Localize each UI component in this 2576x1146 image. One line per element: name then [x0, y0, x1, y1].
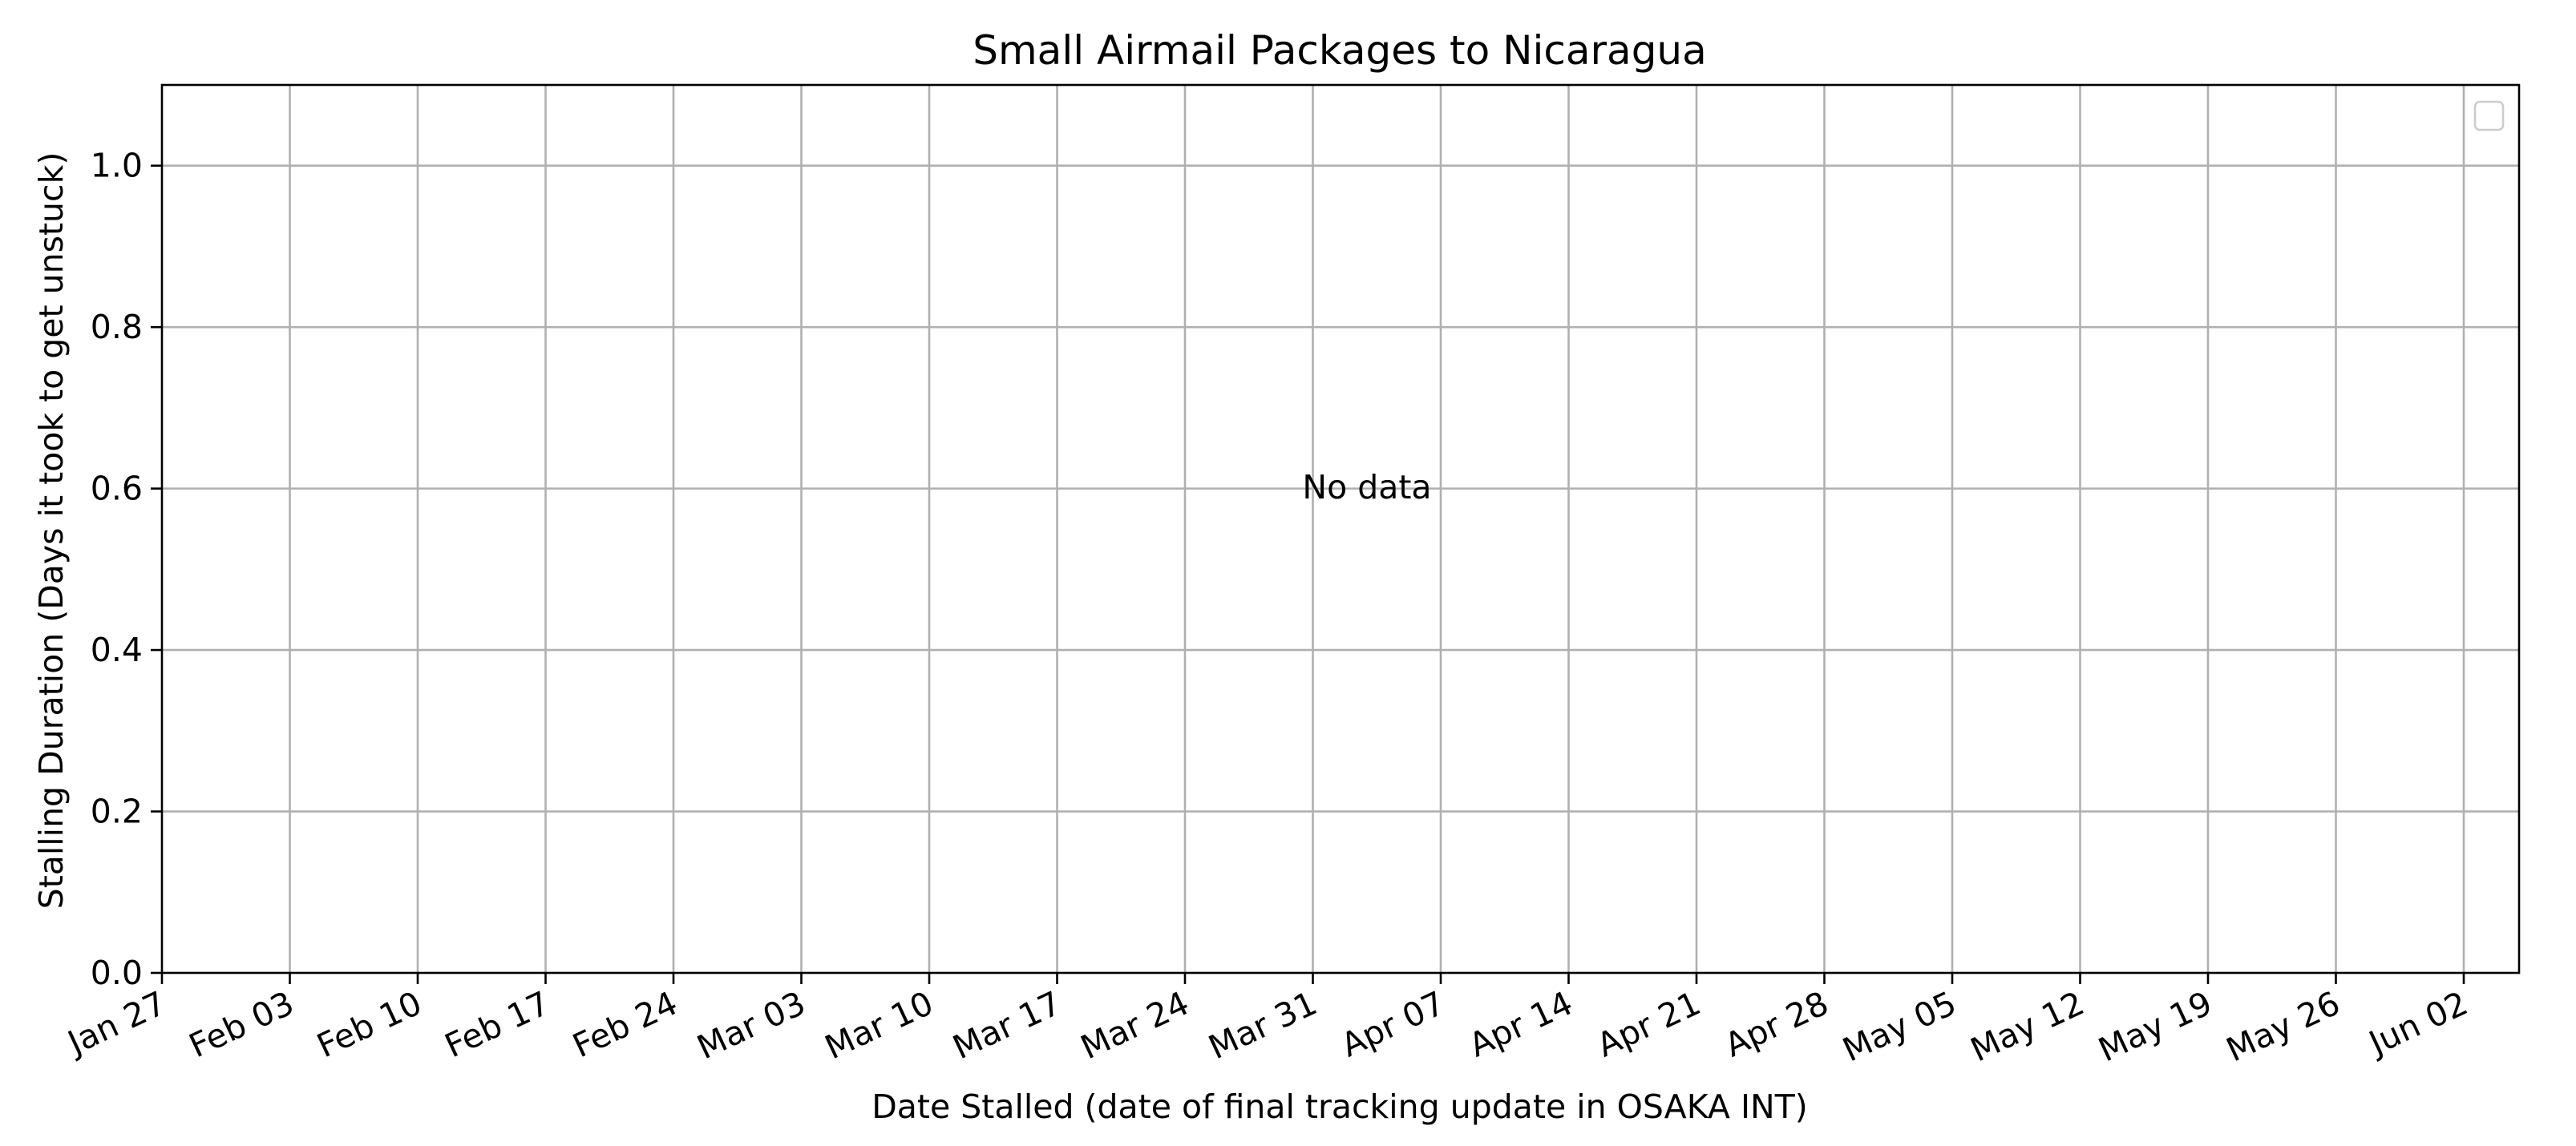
x-tick-label: Feb 17 [439, 984, 556, 1066]
y-axis-ticks [151, 164, 162, 975]
y-tick-label: 1.0 [91, 147, 143, 185]
x-axis-tick-labels: Jan 27 Feb 03 Feb 10 Feb 17 Feb 24 Mar 03 Mar … [60, 984, 2473, 1070]
x-axis-ticks [160, 973, 2465, 984]
x-tick-label: Apr 21 [1591, 984, 1707, 1065]
x-tick-label: Mar 10 [819, 984, 939, 1067]
legend-box [2473, 100, 2505, 131]
x-tick-label: Apr 28 [1719, 984, 1834, 1065]
x-tick-label: Mar 17 [947, 984, 1066, 1067]
y-axis-label: Stalling Duration (Days it took to get u… [32, 152, 71, 910]
y-tick-label: 0.4 [91, 631, 143, 669]
x-tick-label: Apr 14 [1463, 984, 1579, 1065]
y-tick-label: 0.0 [91, 954, 143, 992]
y-tick-label: 0.2 [91, 793, 143, 831]
plot-area-frame [160, 83, 2521, 975]
x-tick-label: Jan 27 [60, 984, 172, 1063]
x-gridlines [289, 85, 2465, 973]
x-tick-label: Jun 02 [2361, 984, 2473, 1063]
x-tick-label: May 05 [1837, 984, 1962, 1070]
x-tick-label: Feb 10 [311, 984, 427, 1066]
x-tick-label: Apr 07 [1336, 984, 1451, 1065]
x-tick-label: May 19 [2093, 984, 2218, 1070]
x-tick-label: Feb 24 [567, 984, 683, 1066]
y-axis-tick-labels: 0.0 0.2 0.4 0.6 0.8 1.0 [91, 147, 143, 992]
y-tick-label: 0.6 [91, 470, 143, 508]
x-tick-label: Mar 24 [1075, 984, 1195, 1067]
x-tick-label: May 26 [2221, 984, 2346, 1070]
chart-title: Small Airmail Packages to Nicaragua [973, 27, 1707, 74]
x-tick-label: Feb 03 [184, 984, 300, 1066]
no-data-annotation: No data [1302, 468, 1431, 506]
x-tick-label: Mar 31 [1203, 984, 1322, 1067]
x-tick-label: Mar 03 [691, 984, 811, 1067]
y-gridlines [162, 164, 2519, 813]
x-axis-label: Date Stalled (date of final tracking upd… [871, 1087, 1808, 1126]
y-tick-label: 0.8 [91, 308, 143, 346]
x-tick-label: May 12 [1965, 984, 2090, 1070]
